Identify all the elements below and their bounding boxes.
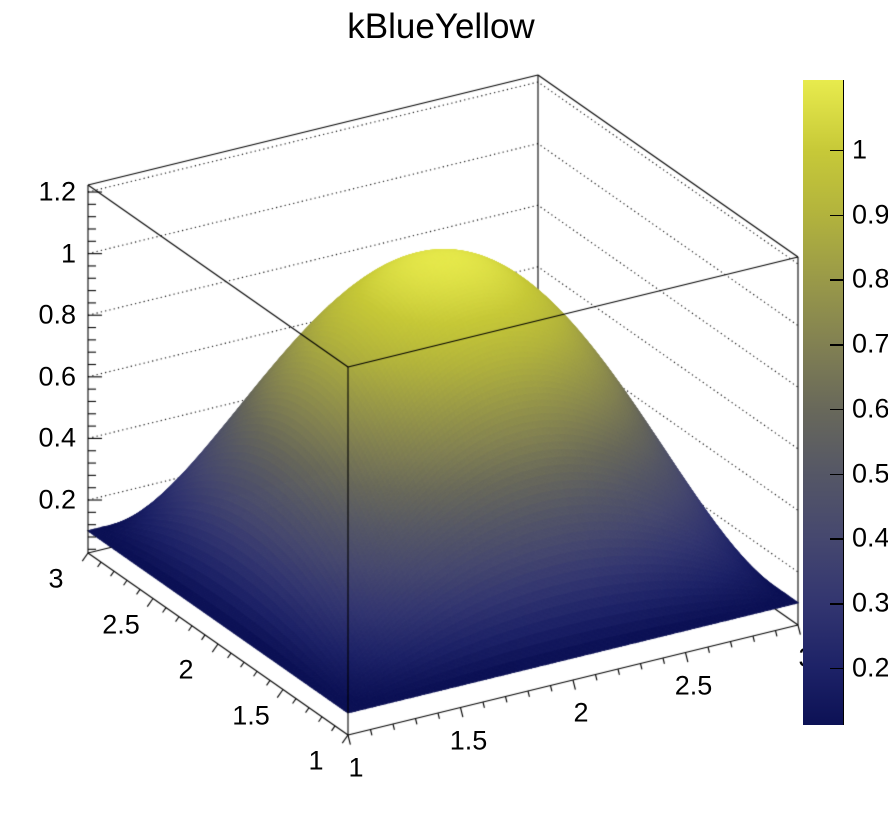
- z-axis-tick-label: 0.6: [38, 361, 76, 392]
- y-axis-tick-label: 2: [178, 654, 194, 685]
- palette-tick: [830, 214, 843, 217]
- x-axis-tick-label: 2.5: [674, 670, 713, 700]
- y-axis-tick-label: 3: [48, 563, 64, 594]
- palette-tick-label: 0.9: [852, 199, 888, 230]
- palette-tick-label: 0.4: [852, 522, 888, 553]
- y-axis-tick-label: 2.5: [102, 609, 140, 639]
- z-axis-tick-label: 0.2: [38, 484, 76, 515]
- palette-tick: [830, 668, 843, 670]
- palette-color-bar: [803, 80, 844, 725]
- z-axis-tick-label: 1: [60, 238, 76, 269]
- palette-tick-label: 0.5: [852, 458, 888, 489]
- palette-tick: [830, 149, 843, 152]
- x-axis-tick-label: 2: [573, 697, 589, 728]
- palette-tick-label: 0.3: [852, 587, 888, 618]
- y-axis-tick-label: 1: [308, 745, 324, 776]
- palette-tick-label: 0.6: [852, 393, 888, 424]
- palette-tick: [830, 538, 843, 540]
- palette-tick-label: 1: [852, 134, 868, 165]
- palette-tick: [830, 279, 843, 281]
- x-axis-tick-label: 1: [348, 752, 364, 783]
- z-axis-tick-label: 0.8: [38, 299, 76, 330]
- x-axis-tick-label: 1.5: [449, 725, 488, 755]
- z-axis-tick-label: 1.2: [38, 176, 76, 207]
- chart-title: kBlueYellow: [347, 7, 535, 46]
- palette-tick-label: 0.7: [852, 328, 888, 359]
- palette-tick: [830, 344, 843, 346]
- palette-tick: [830, 473, 843, 476]
- z-axis-tick-label: 0.4: [38, 422, 76, 453]
- palette-tick: [830, 408, 843, 411]
- palette-tick-label: 0.8: [852, 263, 888, 294]
- palette-tick: [830, 603, 843, 605]
- palette-tick-label: 0.2: [852, 652, 888, 683]
- y-axis-tick-label: 1.5: [232, 700, 270, 730]
